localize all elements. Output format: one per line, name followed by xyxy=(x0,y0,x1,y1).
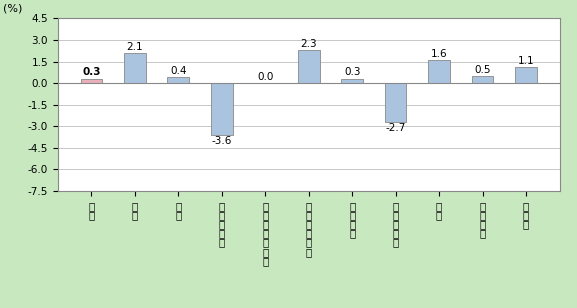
Bar xyxy=(298,50,320,83)
Bar xyxy=(515,67,537,83)
Text: -3.6: -3.6 xyxy=(212,136,232,146)
Text: 0.0: 0.0 xyxy=(257,72,273,82)
Text: 0.3: 0.3 xyxy=(82,67,100,77)
Text: -2.7: -2.7 xyxy=(385,124,406,133)
Text: 1.1: 1.1 xyxy=(518,56,534,66)
Text: 0.4: 0.4 xyxy=(170,66,186,76)
Text: 0.5: 0.5 xyxy=(474,65,491,75)
Text: 2.3: 2.3 xyxy=(301,39,317,49)
Text: 1.6: 1.6 xyxy=(431,49,447,59)
Bar xyxy=(385,83,406,122)
Text: 2.1: 2.1 xyxy=(126,42,143,51)
Bar xyxy=(341,79,363,83)
Y-axis label: (%): (%) xyxy=(3,3,22,13)
Bar xyxy=(81,79,102,83)
Bar xyxy=(428,60,450,83)
Bar xyxy=(167,77,189,83)
Bar xyxy=(211,83,233,135)
Bar xyxy=(124,53,146,83)
Bar xyxy=(471,76,493,83)
Text: 0.3: 0.3 xyxy=(344,67,361,77)
